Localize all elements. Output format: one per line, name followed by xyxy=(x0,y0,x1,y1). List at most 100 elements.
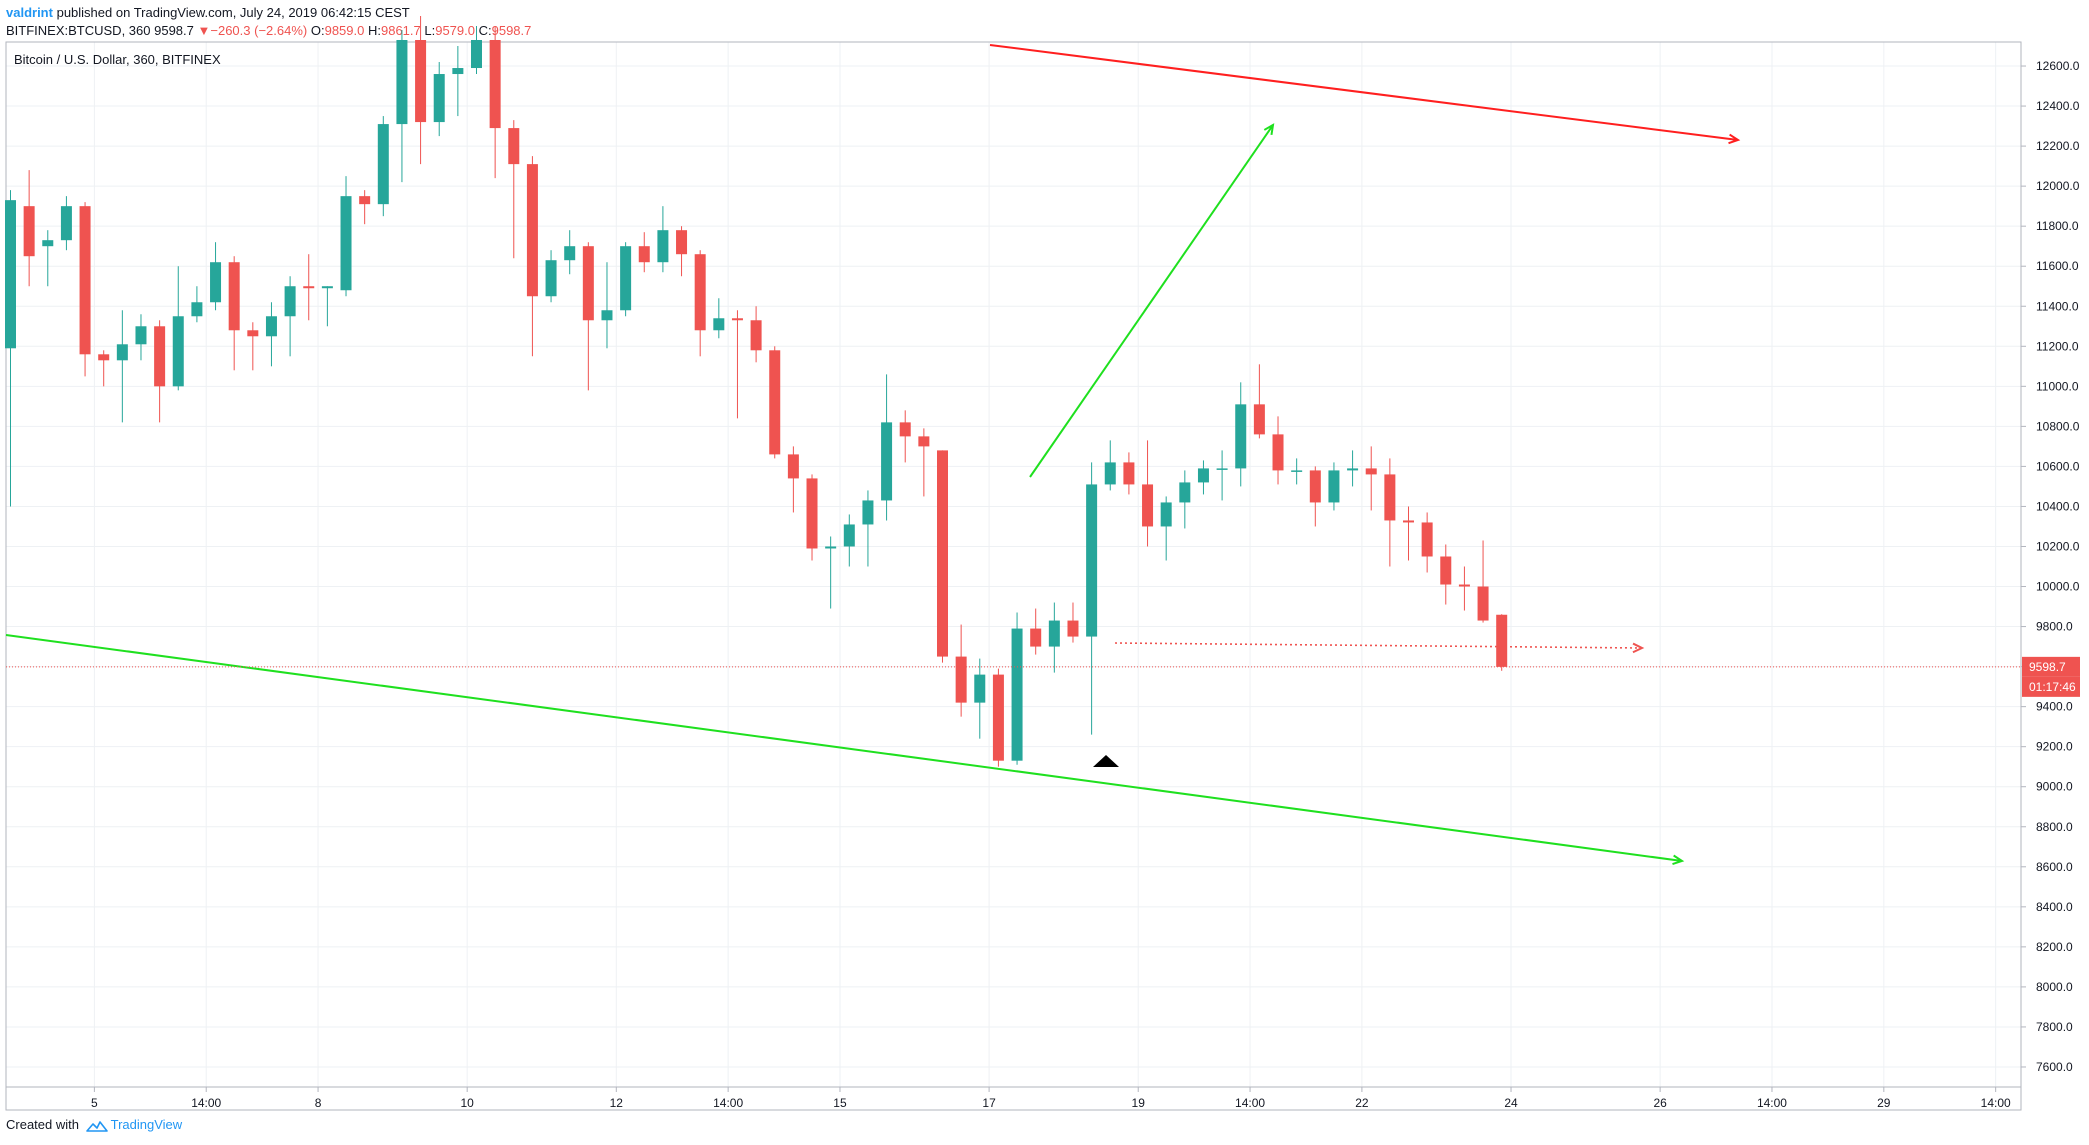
candle xyxy=(1253,364,1265,439)
candle xyxy=(582,242,594,391)
chart-title: Bitcoin / U.S. Dollar, 360, BITFINEX xyxy=(14,52,221,67)
candle xyxy=(862,490,874,567)
candle xyxy=(526,156,538,357)
candle xyxy=(284,276,296,357)
candle-body xyxy=(526,164,538,297)
candle xyxy=(1328,462,1340,511)
candle-body xyxy=(545,260,557,297)
resistance-trendline xyxy=(989,44,1741,145)
candle xyxy=(433,62,445,137)
candle xyxy=(918,428,930,497)
candle-body xyxy=(1179,482,1191,503)
candle-body xyxy=(843,524,855,547)
price-tick-label: 7800.0 xyxy=(2036,1020,2073,1034)
candle-body xyxy=(1384,474,1396,521)
candle xyxy=(992,668,1004,767)
candle xyxy=(1291,458,1303,485)
price-tick-label: 8600.0 xyxy=(2036,860,2073,874)
footer: Created with TradingView xyxy=(6,1117,182,1133)
candle xyxy=(172,266,184,391)
candle-body xyxy=(471,39,482,69)
last-price-tag-bg xyxy=(2022,656,2080,677)
publish-line: valdrint published on TradingView.com, J… xyxy=(6,5,410,20)
candle xyxy=(1179,470,1191,529)
candle xyxy=(359,190,371,225)
price-tick-label: 10600.0 xyxy=(2036,459,2080,473)
price-tick-label: 9400.0 xyxy=(2036,700,2073,714)
candle-body xyxy=(955,656,967,703)
time-tick-label: 15 xyxy=(833,1096,847,1110)
candle xyxy=(116,310,128,423)
resistance-trendline-head xyxy=(1728,133,1741,145)
candle xyxy=(210,242,222,311)
candle xyxy=(508,120,520,259)
price-tick-label: 10400.0 xyxy=(2036,499,2080,513)
candle xyxy=(937,450,948,663)
price-tick-label: 11600.0 xyxy=(2036,259,2079,273)
candle xyxy=(23,170,35,287)
drawings xyxy=(5,44,2021,866)
candle-body xyxy=(1235,404,1247,469)
candle xyxy=(1216,450,1228,501)
time-tick-label: 24 xyxy=(1504,1096,1518,1110)
price-chart[interactable]: Bitcoin / U.S. Dollar, 360, BITFINEX 760… xyxy=(0,0,2089,1115)
price-tick-label: 11200.0 xyxy=(2036,339,2079,353)
created-with-label: Created with xyxy=(6,1117,79,1132)
candle xyxy=(471,25,482,75)
candle xyxy=(396,29,408,183)
candle xyxy=(42,230,54,287)
time-tick-label: 19 xyxy=(1132,1096,1146,1110)
candle xyxy=(806,474,818,561)
time-axis: 5 14:00 8 10 12 14:00 15 17 19 14:00 22 24 26 14:00 29… xyxy=(91,1087,2011,1110)
time-tick-label: 14:00 xyxy=(1235,1096,1265,1110)
candle-body xyxy=(247,330,259,337)
candle-body xyxy=(1160,502,1172,527)
candle xyxy=(98,350,110,387)
candle-body xyxy=(42,240,54,247)
candle-body xyxy=(1067,620,1079,637)
price-tick-label: 12000.0 xyxy=(2036,179,2080,193)
candle-body xyxy=(210,262,222,303)
candle-body xyxy=(713,318,725,331)
candle-body xyxy=(135,326,147,345)
price-tick-label: 10800.0 xyxy=(2036,419,2080,433)
candle-body xyxy=(321,286,333,289)
candle-body xyxy=(415,39,427,123)
candle-body xyxy=(899,422,911,437)
price-tick-label: 11000.0 xyxy=(2036,379,2079,393)
candle xyxy=(60,196,72,251)
candle xyxy=(1272,416,1284,485)
candle-body xyxy=(1123,462,1135,485)
time-tick-label: 14:00 xyxy=(1757,1096,1787,1110)
candles xyxy=(5,15,1508,767)
price-tick-label: 8400.0 xyxy=(2036,900,2073,914)
candle-body xyxy=(5,200,16,349)
close-label: C: xyxy=(478,23,492,38)
price-tick-label: 10000.0 xyxy=(2036,580,2080,594)
time-tick-label: 29 xyxy=(1877,1096,1891,1110)
candle xyxy=(247,322,259,371)
projection-arrow xyxy=(1029,123,1275,478)
candle xyxy=(1086,462,1098,735)
candle-body xyxy=(582,246,594,321)
candle-body xyxy=(694,254,706,331)
candle xyxy=(265,302,277,367)
candle-body xyxy=(1477,586,1489,621)
candle-body xyxy=(1216,468,1228,470)
author-name[interactable]: valdrint xyxy=(6,5,53,20)
candle xyxy=(1458,566,1470,611)
candle-body xyxy=(1365,468,1377,475)
candle-body xyxy=(1496,614,1508,667)
tradingview-brand-link[interactable]: TradingView xyxy=(110,1117,183,1132)
candle-body xyxy=(1142,484,1154,527)
time-tick-label: 22 xyxy=(1355,1096,1369,1110)
candle-body xyxy=(1328,470,1340,503)
time-tick-label: 14:00 xyxy=(191,1096,221,1110)
candle-body xyxy=(620,246,632,311)
candle-body xyxy=(23,206,35,257)
candle xyxy=(1160,496,1172,561)
last-price-tag-text: 9598.7 xyxy=(2029,660,2066,674)
candle-body xyxy=(1086,484,1098,637)
candle xyxy=(191,286,203,323)
candle-body xyxy=(1253,404,1265,435)
